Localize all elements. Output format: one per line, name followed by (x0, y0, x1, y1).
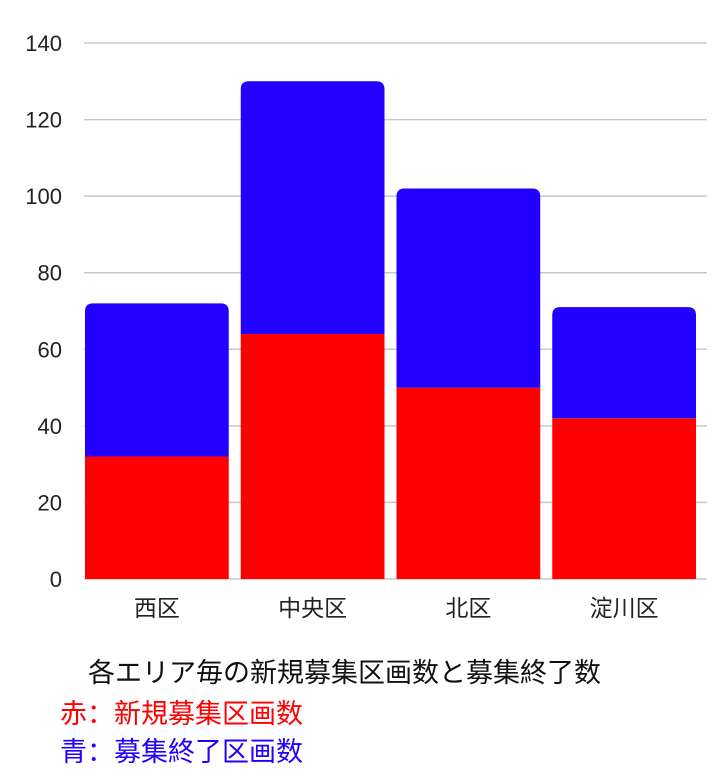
y-tick-label: 20 (38, 490, 62, 515)
x-category-label: 西区 (134, 596, 180, 622)
bar-segment-blue (240, 81, 385, 334)
x-category-label: 淀川区 (590, 596, 659, 622)
chart-caption-title: 各エリア毎の新規募集区画数と募集終了数 (88, 658, 601, 689)
bar-chart: 0 20 40 60 80 100 120 140 西区 中央区 北区 淀川区 (25, 31, 707, 622)
legend-blue-caption: 青：募集終了区画数 (60, 737, 303, 768)
bar-segment-red (240, 333, 385, 579)
x-category-label: 中央区 (278, 596, 347, 622)
y-tick-label: 140 (25, 31, 62, 56)
y-tick-label: 80 (38, 261, 62, 286)
y-tick-label: 0 (50, 567, 62, 592)
y-axis-ticks: 0 20 40 60 80 100 120 140 (25, 31, 62, 592)
bar-segment-blue (552, 307, 696, 419)
y-tick-label: 60 (38, 337, 62, 362)
y-tick-label: 120 (25, 108, 62, 133)
bar-segment-blue (85, 303, 229, 457)
x-axis-categories: 西区 中央区 北区 淀川区 (134, 596, 659, 622)
bar-segment-blue (396, 188, 541, 388)
x-category-label: 北区 (445, 596, 491, 622)
bar-segment-red (396, 387, 541, 579)
bar-segment-red (85, 456, 229, 579)
bar-segment-red (552, 418, 696, 579)
bars (85, 81, 696, 579)
y-tick-label: 40 (38, 414, 62, 439)
legend-red-caption: 赤：新規募集区画数 (60, 699, 303, 730)
y-tick-label: 100 (25, 184, 62, 209)
